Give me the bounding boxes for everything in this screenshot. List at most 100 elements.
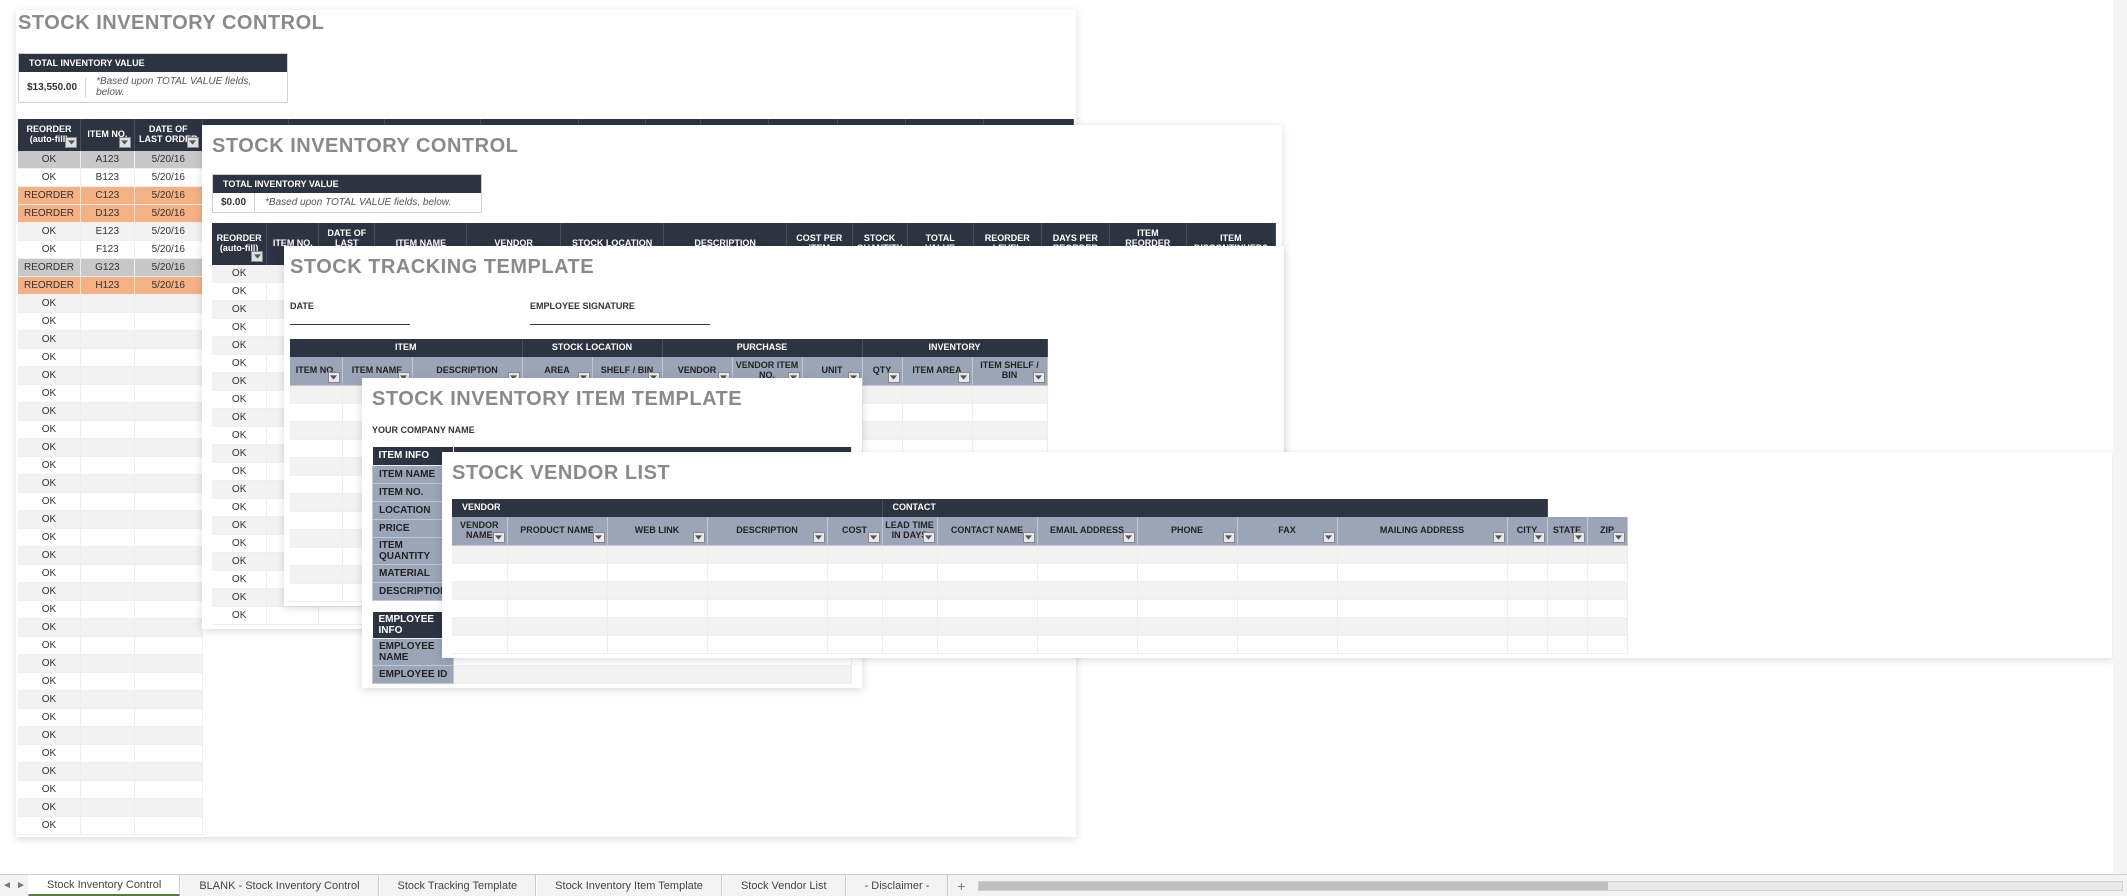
- filter-dropdown-icon[interactable]: [693, 532, 705, 543]
- cell: [882, 599, 937, 617]
- col-header[interactable]: REORDER (auto-fill): [212, 223, 267, 265]
- filter-dropdown-icon[interactable]: [1033, 372, 1045, 383]
- filter-dropdown-icon[interactable]: [328, 372, 340, 383]
- sheet-tab[interactable]: Stock Inventory Control: [28, 875, 180, 896]
- filter-dropdown-icon[interactable]: [1573, 532, 1585, 543]
- cell: [452, 545, 507, 563]
- col-header[interactable]: DESCRIPTION: [707, 517, 827, 545]
- cell[interactable]: [454, 666, 852, 684]
- cell-status: OK: [18, 295, 81, 313]
- cell: [607, 545, 707, 563]
- date-input-line[interactable]: [290, 311, 410, 325]
- filter-dropdown-icon[interactable]: [119, 137, 131, 148]
- filter-dropdown-icon[interactable]: [1613, 532, 1625, 543]
- sheet-tab[interactable]: Stock Inventory Item Template: [536, 875, 722, 896]
- col-header[interactable]: VENDOR NAME: [452, 517, 507, 545]
- cell: [134, 637, 202, 655]
- cell: [134, 493, 202, 511]
- cell-status: OK: [212, 265, 267, 283]
- filter-dropdown-icon[interactable]: [251, 251, 263, 262]
- col-header[interactable]: REORDER (auto-fill): [18, 119, 81, 151]
- cell: [607, 617, 707, 635]
- sheet-tab[interactable]: Stock Vendor List: [722, 875, 846, 896]
- col-header[interactable]: ZIP: [1587, 517, 1627, 545]
- sheet-tab[interactable]: Stock Tracking Template: [379, 875, 537, 896]
- cell: [81, 295, 135, 313]
- cell: [1337, 581, 1507, 599]
- cell: [134, 601, 202, 619]
- panel5-title: STOCK VENDOR LIST: [452, 462, 2106, 485]
- tab-scroll-right-icon[interactable]: ►: [14, 875, 28, 896]
- col-header[interactable]: DATE OF LAST ORDER: [134, 119, 202, 151]
- cell: [937, 599, 1037, 617]
- col-header[interactable]: QTY: [862, 357, 902, 385]
- filter-dropdown-icon[interactable]: [1323, 532, 1335, 543]
- col-header[interactable]: STATE: [1547, 517, 1587, 545]
- cell: [862, 385, 902, 403]
- col-header[interactable]: CONTACT NAME: [937, 517, 1037, 545]
- signature-input-line[interactable]: [530, 311, 710, 325]
- filter-dropdown-icon[interactable]: [813, 532, 825, 543]
- cell: [1037, 563, 1137, 581]
- filter-dropdown-icon[interactable]: [958, 372, 970, 383]
- cell: [134, 709, 202, 727]
- vertical-scrollbar[interactable]: [2113, 0, 2127, 874]
- cell: [902, 403, 972, 421]
- cell-status: OK: [212, 373, 267, 391]
- col-header[interactable]: ITEM SHELF / BIN: [972, 357, 1047, 385]
- cell: [937, 563, 1037, 581]
- filter-dropdown-icon[interactable]: [1223, 532, 1235, 543]
- cell-status: OK: [18, 421, 81, 439]
- filter-dropdown-icon[interactable]: [1123, 532, 1135, 543]
- col-header[interactable]: CITY: [1507, 517, 1547, 545]
- col-header[interactable]: ITEM NO.: [290, 357, 342, 385]
- filter-dropdown-icon[interactable]: [187, 137, 199, 148]
- filter-dropdown-icon[interactable]: [593, 532, 605, 543]
- filter-dropdown-icon[interactable]: [65, 137, 77, 148]
- cell: [290, 457, 342, 475]
- col-header[interactable]: COST: [827, 517, 882, 545]
- add-sheet-button[interactable]: +: [948, 875, 974, 896]
- cell: [452, 617, 507, 635]
- filter-dropdown-icon[interactable]: [888, 372, 900, 383]
- filter-dropdown-icon[interactable]: [1493, 532, 1505, 543]
- col-header[interactable]: FAX: [1237, 517, 1337, 545]
- cell: [972, 403, 1047, 421]
- sheet-tab[interactable]: BLANK - Stock Inventory Control: [180, 875, 378, 896]
- filter-dropdown-icon[interactable]: [923, 532, 935, 543]
- cell: [134, 619, 202, 637]
- cell: [1237, 635, 1337, 653]
- cell-status: REORDER: [18, 259, 81, 277]
- cell: [290, 439, 342, 457]
- col-header[interactable]: EMAIL ADDRESS: [1037, 517, 1137, 545]
- col-header[interactable]: WEB LINK: [607, 517, 707, 545]
- cell: [882, 581, 937, 599]
- cell: [1587, 563, 1627, 581]
- cell-status: OK: [18, 763, 81, 781]
- cell: [507, 617, 607, 635]
- cell-status: OK: [18, 691, 81, 709]
- cell: [81, 331, 135, 349]
- col-header[interactable]: MAILING ADDRESS: [1337, 517, 1507, 545]
- summary-label-2: TOTAL INVENTORY VALUE: [213, 175, 481, 193]
- col-header[interactable]: ITEM AREA: [902, 357, 972, 385]
- filter-dropdown-icon[interactable]: [493, 532, 505, 543]
- col-header[interactable]: LEAD TIME IN DAYS: [882, 517, 937, 545]
- cell: [81, 511, 135, 529]
- cell: [134, 745, 202, 763]
- cell: [1547, 563, 1587, 581]
- cell: [1137, 545, 1237, 563]
- filter-dropdown-icon[interactable]: [868, 532, 880, 543]
- tab-scroll-left-icon[interactable]: ◄: [0, 875, 14, 896]
- col-header[interactable]: PRODUCT NAME: [507, 517, 607, 545]
- cell-status: OK: [212, 283, 267, 301]
- cell: [882, 635, 937, 653]
- filter-dropdown-icon[interactable]: [1533, 532, 1545, 543]
- horizontal-scrollbar[interactable]: [974, 875, 2127, 896]
- cell: [134, 295, 202, 313]
- col-header[interactable]: ITEM NO.: [81, 119, 135, 151]
- col-header[interactable]: PHONE: [1137, 517, 1237, 545]
- cell: [134, 331, 202, 349]
- filter-dropdown-icon[interactable]: [1023, 532, 1035, 543]
- sheet-tab[interactable]: - Disclaimer -: [846, 875, 949, 896]
